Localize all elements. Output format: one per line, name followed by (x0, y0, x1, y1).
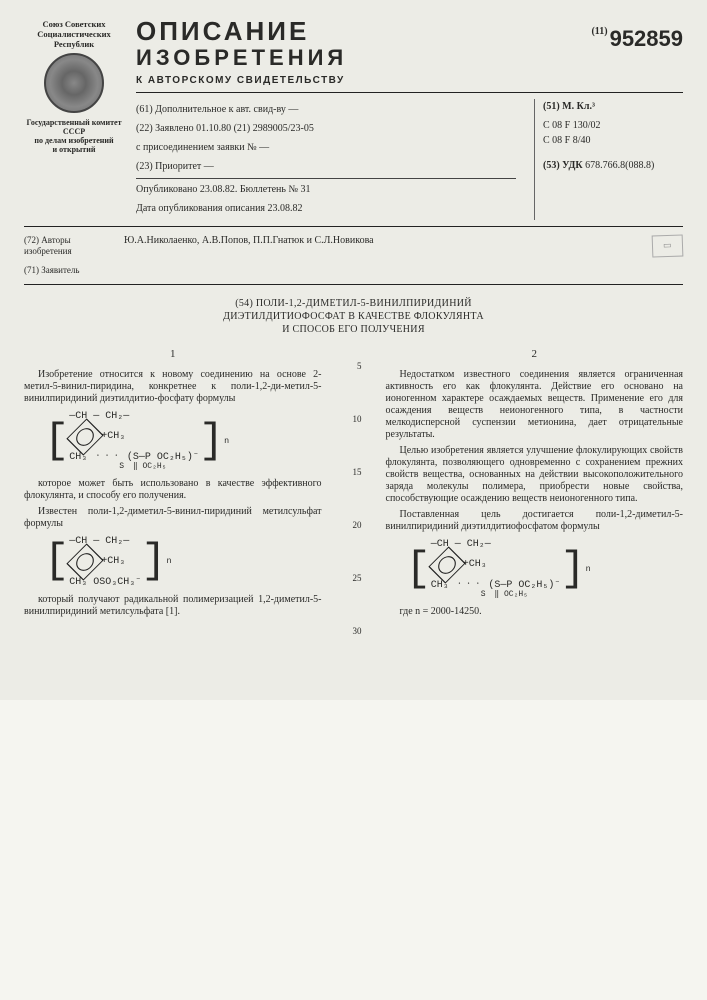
formula-line: ‖ OC₂H₅ (490, 590, 528, 599)
authors-label: (72) Авторы изобретения (24, 235, 124, 257)
line-num: 5 (346, 362, 362, 371)
meta-pubdate: Дата опубликования описания 23.08.82 (136, 201, 516, 217)
formula-line: +CH₃ (101, 556, 125, 567)
title-column: ОПИСАНИЕ ИЗОБРЕТЕНИЯ К АВТОРСКОМУ СВИДЕТ… (136, 20, 683, 220)
chemical-formula-2: [ —CH — CH₂— +CH₃ CH₃ OSO₃CH₃⁻ ]n (44, 536, 322, 588)
line-num: 15 (346, 468, 362, 477)
paragraph: где n = 2000-14250. (386, 606, 684, 618)
meta-right: (51) М. Кл.³ C 08 F 130/02 C 08 F 8/40 (… (534, 99, 683, 220)
doc-subtitle: К АВТОРСКОМУ СВИДЕТЕЛЬСТВУ (136, 75, 347, 86)
meta-61: (61) Дополнительное к авт. свид-ву — (136, 102, 516, 118)
pyridine-ring-icon (67, 543, 104, 580)
header: Союз Советских Социалистических Республи… (24, 20, 683, 220)
doc-title-2: ИЗОБРЕТЕНИЯ (136, 45, 347, 71)
line-num: 30 (346, 627, 362, 636)
divider (24, 284, 683, 285)
applicant-value (124, 265, 683, 276)
formula-subscript: n (167, 557, 172, 566)
paragraph: который получают радикальной полимеризац… (24, 594, 322, 618)
org-column: Союз Советских Социалистических Республи… (24, 20, 124, 154)
committee-name: Государственный комитет СССР по делам из… (24, 119, 124, 154)
applicant-label: (71) Заявитель (24, 265, 124, 276)
paragraph: Изобретение относится к новому соединени… (24, 369, 322, 405)
body-columns: 1 Изобретение относится к новому соедине… (24, 348, 683, 680)
num-prefix: (11) (591, 26, 607, 37)
authors-row: (72) Авторы изобретения Ю.А.Николаенко, … (24, 235, 683, 257)
col-number: 1 (24, 348, 322, 361)
applicant-row: (71) Заявитель (24, 265, 683, 276)
line-num: 10 (346, 415, 362, 424)
divider (136, 92, 683, 93)
metadata-block: (61) Дополнительное к авт. свид-ву — (22… (136, 99, 683, 220)
meta-app: с присоединением заявки № — (136, 140, 516, 156)
column-1: 1 Изобретение относится к новому соедине… (24, 348, 322, 680)
paragraph: Известен поли-1,2-диметил-5-винил-пириди… (24, 506, 322, 530)
line-num: 20 (346, 521, 362, 530)
divider (24, 226, 683, 227)
paragraph: Поставленная цель достигается поли-1,2-д… (386, 509, 684, 533)
udk-label: (53) УДК (543, 160, 583, 171)
formula-line: S (481, 590, 486, 599)
formula-line: +CH₃ (101, 431, 125, 442)
udk-code: 678.766.8(088.8) (585, 160, 654, 171)
chemical-formula-1: [ —CH — CH₂— +CH₃ CH₃ ㆍㆍㆍ (S—P OC₂H₅)⁻ S… (44, 411, 322, 472)
meta-left: (61) Дополнительное к авт. свид-ву — (22… (136, 99, 516, 220)
formula-line: OSO₃CH₃⁻ (93, 577, 141, 588)
patent-page: Союз Советских Социалистических Республи… (0, 0, 707, 700)
mkl-codes: C 08 F 130/02 C 08 F 8/40 (543, 118, 683, 148)
meta-23: (23) Приоритет — (136, 159, 516, 175)
pyridine-ring-icon (67, 418, 104, 455)
paragraph: Целью изобретения является улучшение фло… (386, 445, 684, 505)
column-2: 2 Недостатком известного соединения явля… (386, 348, 684, 680)
org-name: Союз Советских Социалистических Республи… (24, 20, 124, 49)
paragraph: которое может быть использовано в качест… (24, 478, 322, 502)
doc-title-1: ОПИСАНИЕ (136, 20, 347, 43)
library-stamp-icon: ▭ (652, 235, 683, 258)
formula-subscript: n (586, 565, 591, 574)
divider-thin (136, 178, 516, 179)
line-num: 25 (346, 574, 362, 583)
authors-names: Ю.А.Николаенко, А.В.Попов, П.П.Гнатюк и … (124, 235, 642, 257)
col-number: 2 (386, 348, 684, 361)
formula-line: S (119, 462, 124, 471)
formula-subscript: n (224, 437, 229, 446)
paragraph: Недостатком известного соединения являет… (386, 369, 684, 441)
line-numbers: 5 10 15 20 25 30 (346, 348, 362, 680)
formula-line: ‖ OC₂H₅ (129, 462, 167, 471)
patent-number: 952859 (610, 26, 683, 51)
pyridine-ring-icon (428, 546, 465, 583)
chemical-formula-3: [ —CH — CH₂— +CH₃ CH₃ ㆍㆍㆍ (S—P OC₂H₅)⁻ S… (406, 539, 684, 600)
meta-pub: Опубликовано 23.08.82. Бюллетень № 31 (136, 182, 516, 198)
formula-line: —CH — CH₂— (69, 536, 141, 547)
mkl-label: (51) М. Кл.³ (543, 99, 683, 114)
meta-22: (22) Заявлено 01.10.80 (21) 2989005/23-0… (136, 121, 516, 137)
invention-title: (54) ПОЛИ-1,2-ДИМЕТИЛ-5-ВИНИЛПИРИДИНИЙ Д… (64, 297, 643, 336)
state-seal-icon (44, 53, 104, 113)
formula-line: +CH₃ (463, 559, 487, 570)
